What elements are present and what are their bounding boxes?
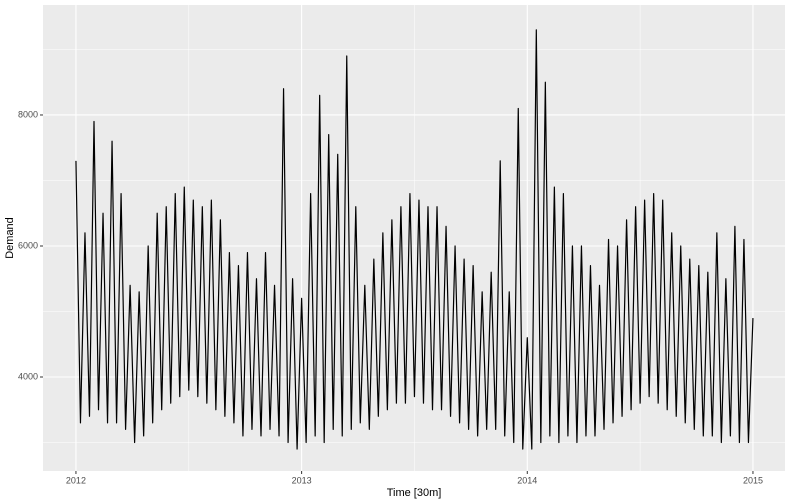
y-tick-label: 8000 xyxy=(18,109,38,119)
line xyxy=(75,29,754,450)
x-tick-label: 2014 xyxy=(517,475,537,485)
x-tick-label: 2012 xyxy=(66,475,86,485)
y-axis-title: Demand xyxy=(4,217,16,259)
x-tick-label: 2015 xyxy=(743,475,763,485)
y-tick-label: 6000 xyxy=(18,240,38,250)
x-tick-label: 2013 xyxy=(292,475,312,485)
x-axis-title: Time [30m] xyxy=(387,487,442,499)
panel xyxy=(43,5,785,471)
grid xyxy=(43,5,785,471)
plot xyxy=(75,29,754,450)
y-tick-label: 4000 xyxy=(18,371,38,381)
